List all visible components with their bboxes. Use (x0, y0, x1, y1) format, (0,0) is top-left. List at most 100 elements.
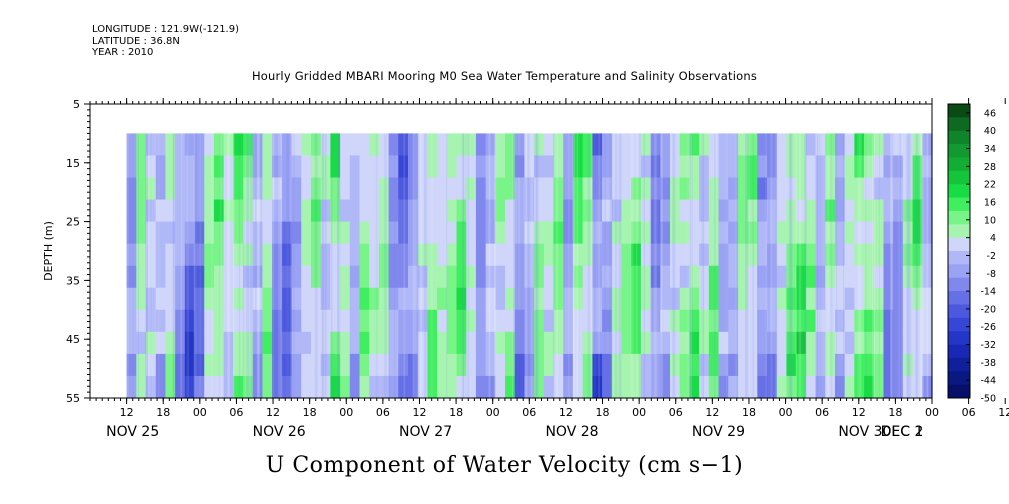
x-hour-label: 06 (522, 406, 536, 419)
heatmap-cell (718, 353, 729, 377)
heatmap-cell (427, 133, 438, 157)
heatmap-cell (388, 177, 399, 201)
heatmap-cell (505, 221, 516, 245)
heatmap-cell (408, 221, 419, 245)
x-hour-label: 06 (376, 406, 390, 419)
heatmap-cell (563, 199, 574, 223)
heatmap-cell (747, 199, 758, 223)
heatmap-cell (902, 133, 914, 157)
heatmap-streak (255, 133, 257, 398)
heatmap-cell (922, 375, 933, 399)
heatmap-cell (679, 331, 691, 355)
heatmap-streak (804, 133, 807, 398)
heatmap-streak (324, 133, 327, 398)
colorbar-swatch (948, 224, 970, 239)
heatmap-cell (611, 309, 623, 333)
heatmap-streak (591, 133, 593, 398)
heatmap-cell (854, 309, 865, 333)
heatmap-streak (279, 133, 282, 398)
colorbar-swatch (948, 251, 970, 265)
heatmap-streak (748, 133, 750, 398)
heatmap-cell (737, 177, 749, 201)
heatmap-cell (233, 199, 244, 223)
heatmap-cell (252, 177, 264, 201)
heatmap-cell (243, 353, 254, 377)
heatmap-cell (233, 375, 244, 399)
heatmap-cell (155, 331, 167, 355)
heatmap-cell (757, 265, 768, 289)
heatmap-cell (136, 265, 147, 289)
heatmap-cell (825, 309, 836, 333)
heatmap-cell (262, 331, 273, 355)
heatmap-cell (854, 287, 865, 311)
heatmap-cell (728, 287, 739, 311)
heatmap-cell (204, 199, 215, 223)
heatmap-cell (572, 265, 584, 289)
x-hour-label: 06 (669, 406, 683, 419)
heatmap-cell (543, 177, 555, 201)
heatmap-cell (640, 331, 652, 355)
heatmap-cell (146, 155, 157, 179)
heatmap-cell (815, 155, 826, 179)
heatmap-cell (592, 331, 603, 355)
heatmap-cell (621, 155, 632, 179)
heatmap-streak (650, 133, 652, 398)
heatmap-cell (262, 133, 273, 157)
heatmap-cell (767, 265, 778, 289)
heatmap-cell (369, 331, 380, 355)
heatmap-cell (475, 353, 487, 377)
heatmap-cell (495, 199, 506, 223)
x-day-label: NOV 26 (253, 424, 306, 440)
heatmap-cell (272, 243, 283, 267)
heatmap-cell (611, 155, 623, 179)
heatmap-cell (825, 177, 836, 201)
heatmap-streak (672, 133, 676, 398)
heatmap-cell (912, 331, 923, 355)
heatmap-streak (380, 133, 382, 398)
heatmap-streak (878, 133, 880, 398)
heatmap-streak (830, 133, 833, 398)
heatmap-cell (572, 331, 584, 355)
heatmap-cell (514, 221, 526, 245)
heatmap-cell (310, 177, 322, 201)
heatmap-cell (796, 375, 807, 399)
heatmap-cell (893, 199, 904, 223)
heatmap-streak (462, 133, 464, 398)
heatmap-cell (417, 353, 429, 377)
heatmap-cell (699, 243, 710, 267)
heatmap-cell (611, 331, 623, 355)
heatmap-cell (572, 309, 584, 333)
heatmap-cell (398, 133, 409, 157)
heatmap-streak (735, 133, 738, 398)
heatmap-cell (233, 221, 244, 245)
heatmap-cell (631, 221, 642, 245)
heatmap-cell (854, 353, 865, 377)
heatmap-cell (223, 243, 234, 267)
heatmap-cell (796, 287, 807, 311)
heatmap-cell (883, 309, 894, 333)
heatmap-cell (640, 353, 652, 377)
heatmap-cell (922, 133, 933, 157)
heatmap-cell (767, 243, 778, 267)
heatmap-cell (262, 287, 273, 311)
heatmap-cell (864, 243, 875, 267)
heatmap-cell (136, 331, 147, 355)
heatmap-cell (883, 221, 894, 245)
heatmap-cell (553, 221, 564, 245)
heatmap-streak (630, 133, 634, 398)
heatmap-cell (514, 353, 526, 377)
heatmap-cell (708, 375, 720, 399)
heatmap-cell (184, 265, 196, 289)
heatmap-streak (790, 133, 793, 398)
heatmap-cell (369, 199, 380, 223)
heatmap-cell (854, 155, 865, 179)
colorbar-label: -38 (980, 358, 996, 369)
heatmap-cell (155, 177, 167, 201)
heatmap-cell (281, 177, 293, 201)
heatmap-cell (136, 133, 147, 157)
heatmap-cell (718, 287, 729, 311)
heatmap-cell (514, 331, 526, 355)
heatmap-cell (592, 199, 603, 223)
heatmap-cell (437, 265, 448, 289)
heatmap-cell (369, 133, 380, 157)
